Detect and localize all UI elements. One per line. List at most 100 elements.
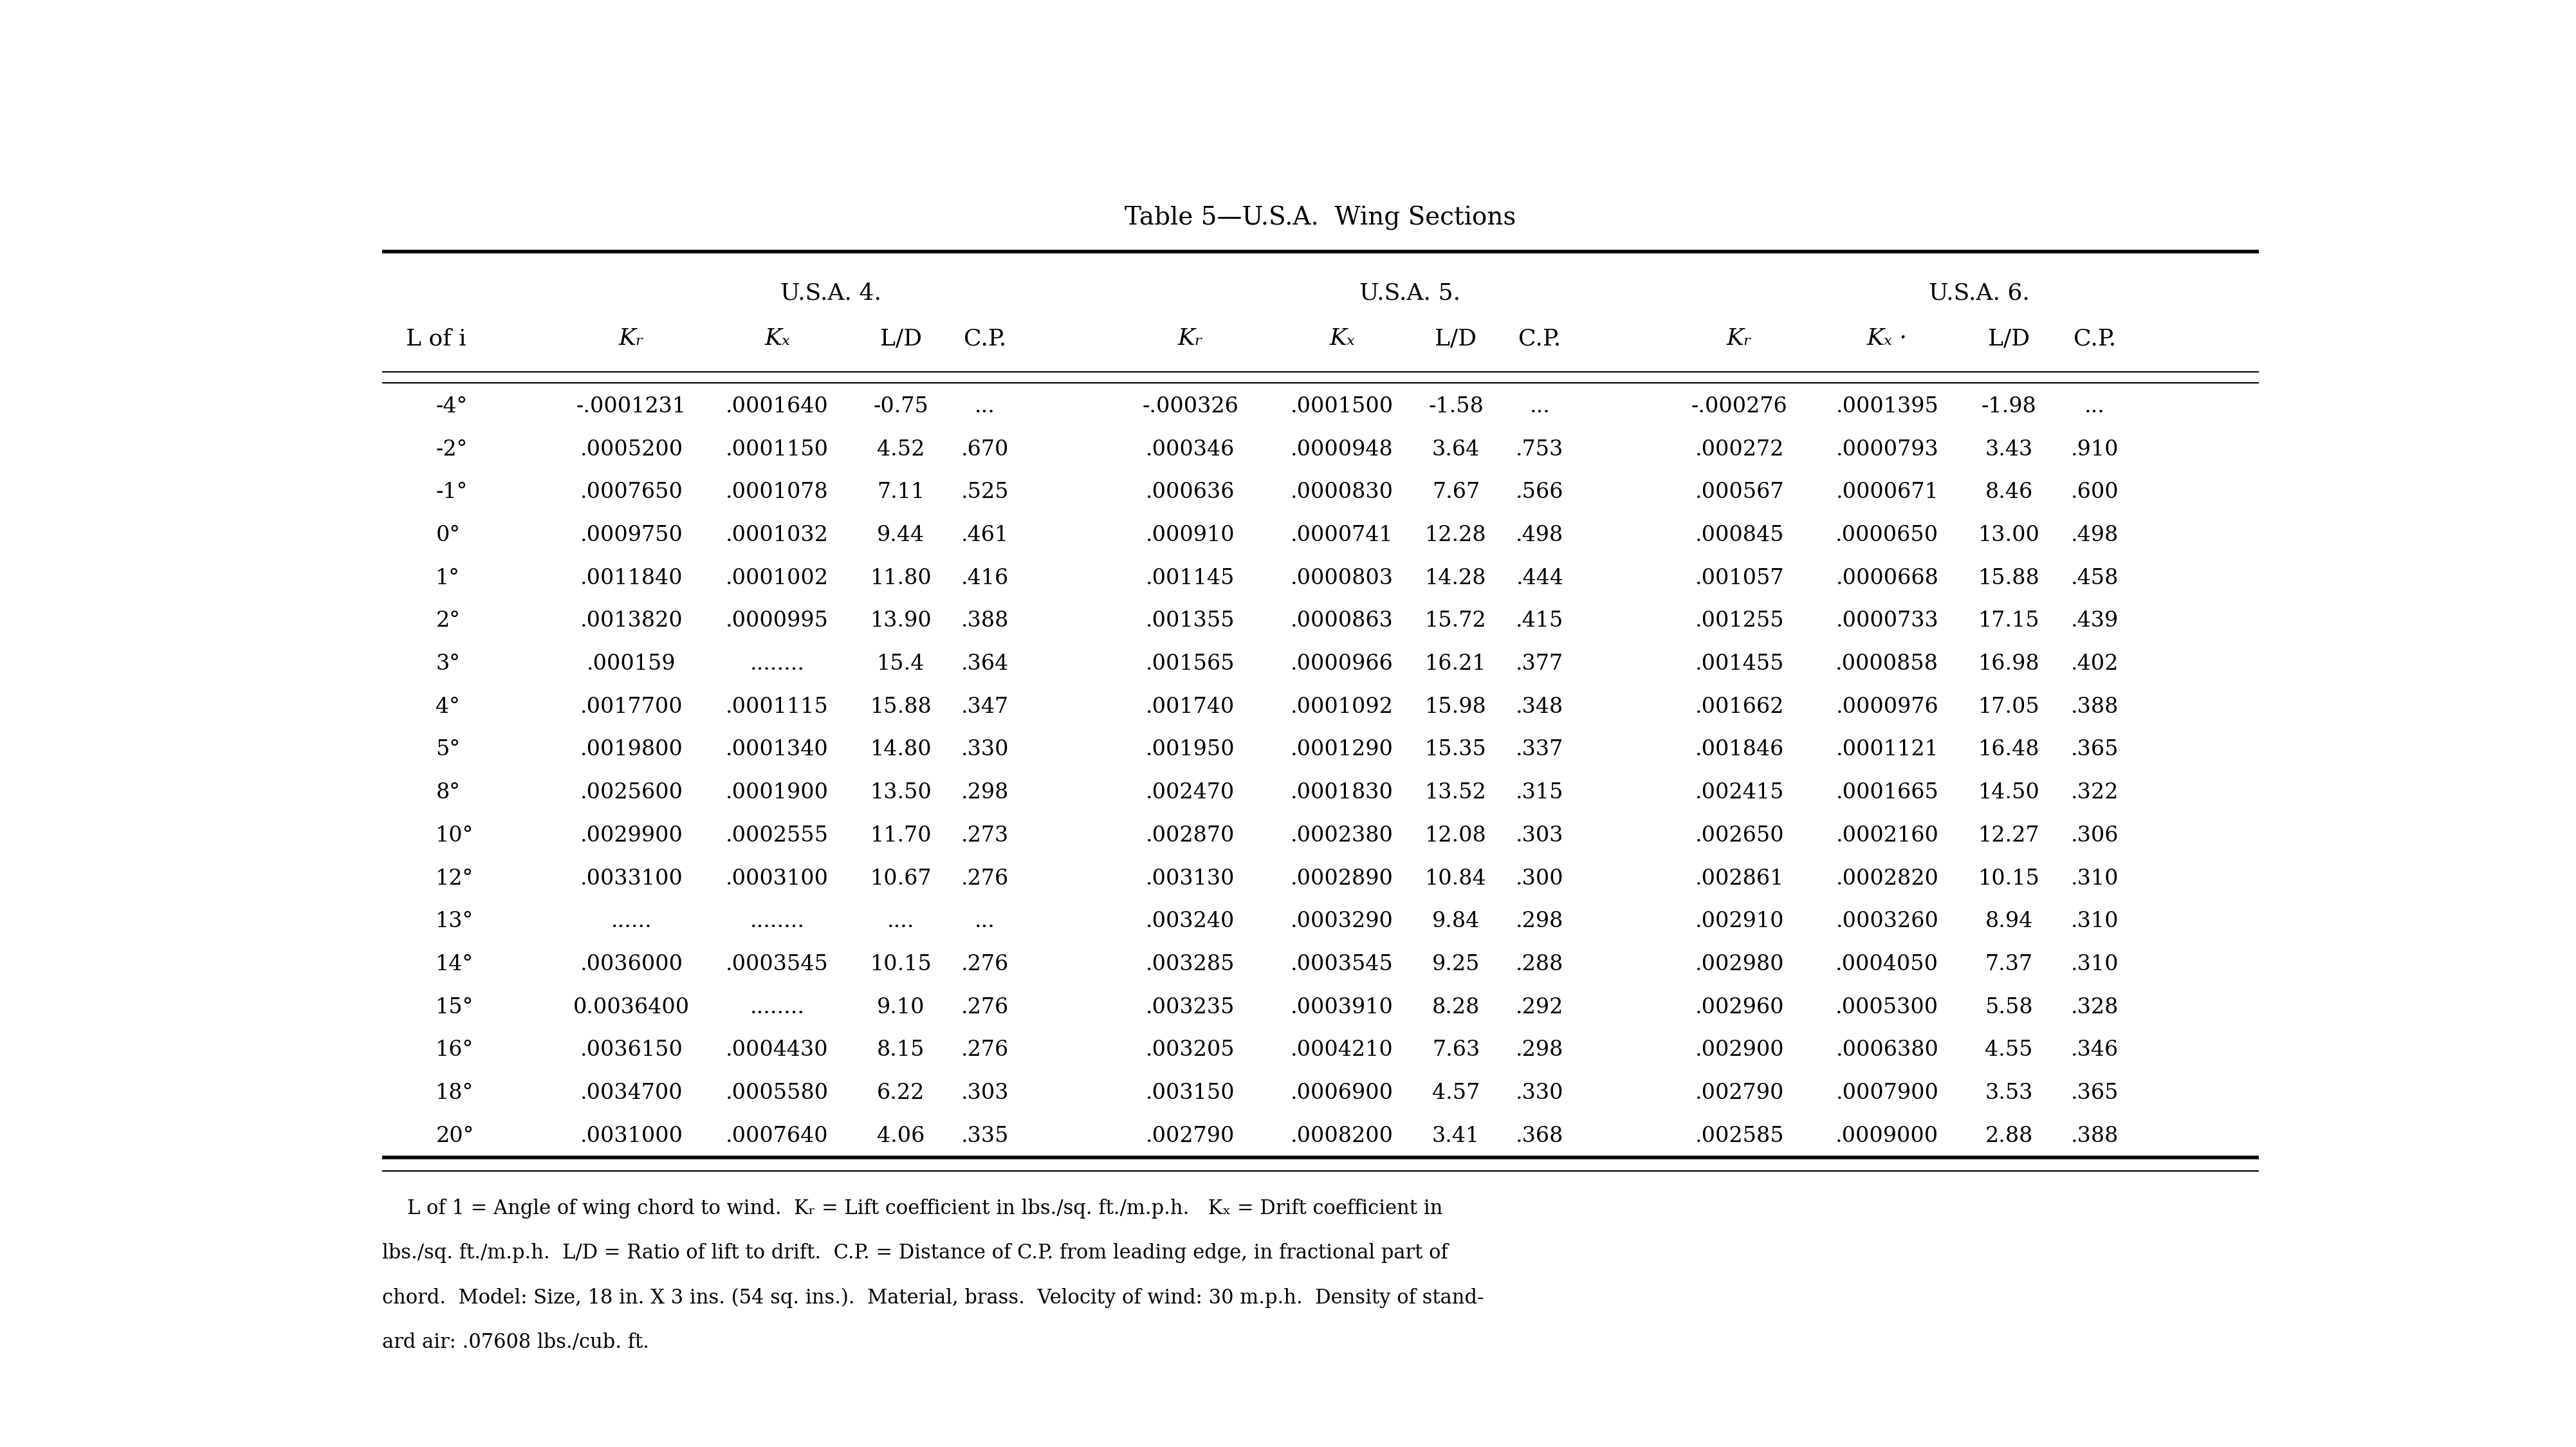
- Text: ......: ......: [611, 912, 652, 932]
- Text: -0.75: -0.75: [873, 396, 927, 417]
- Text: .388: .388: [961, 611, 1010, 631]
- Text: -4°: -4°: [435, 396, 466, 417]
- Text: 14.50: 14.50: [1978, 783, 2040, 803]
- Text: .0000863: .0000863: [1291, 611, 1394, 631]
- Text: 15.98: 15.98: [1425, 696, 1486, 718]
- Text: .002585: .002585: [1695, 1126, 1785, 1146]
- Text: 5.58: 5.58: [1986, 997, 2032, 1017]
- Text: ard air: .07608 lbs./cub. ft.: ard air: .07608 lbs./cub. ft.: [381, 1333, 649, 1353]
- Text: .001145: .001145: [1146, 569, 1234, 589]
- Text: .315: .315: [1515, 783, 1564, 803]
- Text: .0001640: .0001640: [726, 396, 829, 417]
- Text: .276: .276: [961, 997, 1010, 1017]
- Text: .0019800: .0019800: [580, 739, 683, 760]
- Text: 13°: 13°: [435, 912, 474, 932]
- Text: .0002160: .0002160: [1837, 825, 1940, 846]
- Text: 13.90: 13.90: [871, 611, 933, 631]
- Text: .300: .300: [1515, 868, 1564, 888]
- Text: .330: .330: [961, 739, 1010, 760]
- Text: .0001121: .0001121: [1837, 739, 1940, 760]
- Text: 1°: 1°: [435, 569, 461, 589]
- Text: 13.50: 13.50: [871, 783, 933, 803]
- Text: .335: .335: [961, 1126, 1010, 1146]
- Text: .0000733: .0000733: [1837, 611, 1940, 631]
- Text: ...: ...: [2084, 396, 2105, 417]
- Text: 7.63: 7.63: [1432, 1040, 1479, 1061]
- Text: .0001395: .0001395: [1837, 396, 1940, 417]
- Text: 15.35: 15.35: [1425, 739, 1486, 760]
- Text: .0002555: .0002555: [726, 825, 829, 846]
- Text: .0008200: .0008200: [1291, 1126, 1394, 1146]
- Text: chord.  Model: Size, 18 in. X 3 ins. (54 sq. ins.).  Material, brass.  Velocity : chord. Model: Size, 18 in. X 3 ins. (54 …: [381, 1288, 1484, 1308]
- Text: .0000858: .0000858: [1837, 654, 1940, 674]
- Text: .365: .365: [2071, 1082, 2120, 1103]
- Text: .0000966: .0000966: [1291, 654, 1394, 674]
- Text: .910: .910: [2071, 440, 2120, 460]
- Text: .000567: .000567: [1695, 482, 1785, 502]
- Text: .000272: .000272: [1695, 440, 1785, 460]
- Text: .0001002: .0001002: [726, 569, 829, 589]
- Text: .0002890: .0002890: [1291, 868, 1394, 888]
- Text: .0001092: .0001092: [1291, 696, 1394, 718]
- Text: .337: .337: [1515, 739, 1564, 760]
- Text: .0000948: .0000948: [1291, 440, 1394, 460]
- Text: .0025600: .0025600: [580, 783, 683, 803]
- Text: 10.15: 10.15: [1978, 868, 2040, 888]
- Text: 5°: 5°: [435, 739, 461, 760]
- Text: Kₓ ·: Kₓ ·: [1868, 327, 1906, 350]
- Text: 9.84: 9.84: [1432, 912, 1479, 932]
- Text: .003240: .003240: [1146, 912, 1234, 932]
- Text: .002861: .002861: [1695, 868, 1785, 888]
- Text: 11.80: 11.80: [871, 569, 933, 589]
- Text: Table 5—U.S.A.  Wing Sections: Table 5—U.S.A. Wing Sections: [1126, 205, 1515, 230]
- Text: 0°: 0°: [435, 525, 461, 546]
- Text: .001255: .001255: [1695, 611, 1785, 631]
- Text: 15.88: 15.88: [1978, 569, 2040, 589]
- Text: .0034700: .0034700: [580, 1082, 683, 1103]
- Text: .003205: .003205: [1146, 1040, 1234, 1061]
- Text: ...: ...: [1530, 396, 1551, 417]
- Text: .364: .364: [961, 654, 1010, 674]
- Text: 3°: 3°: [435, 654, 461, 674]
- Text: 7.67: 7.67: [1432, 482, 1479, 502]
- Text: L of 1 = Angle of wing chord to wind.  Kᵣ = Lift coefficient in lbs./sq. ft./m.p: L of 1 = Angle of wing chord to wind. Kᵣ…: [381, 1198, 1443, 1218]
- Text: Kₓ: Kₓ: [1329, 327, 1355, 350]
- Text: .0000976: .0000976: [1837, 696, 1940, 718]
- Text: .0001150: .0001150: [726, 440, 829, 460]
- Text: .298: .298: [961, 783, 1010, 803]
- Text: .0000793: .0000793: [1837, 440, 1940, 460]
- Text: 14°: 14°: [435, 954, 474, 975]
- Text: 7.37: 7.37: [1986, 954, 2032, 975]
- Text: .0005580: .0005580: [726, 1082, 829, 1103]
- Text: -.0001231: -.0001231: [577, 396, 685, 417]
- Text: .298: .298: [1515, 912, 1564, 932]
- Text: .525: .525: [961, 482, 1010, 502]
- Text: 16.98: 16.98: [1978, 654, 2040, 674]
- Text: 13.52: 13.52: [1425, 783, 1486, 803]
- Text: C.P.: C.P.: [1517, 327, 1561, 350]
- Text: 17.15: 17.15: [1978, 611, 2040, 631]
- Text: .0003910: .0003910: [1291, 997, 1394, 1017]
- Text: .0004050: .0004050: [1837, 954, 1940, 975]
- Text: .001950: .001950: [1146, 739, 1234, 760]
- Text: .303: .303: [961, 1082, 1010, 1103]
- Text: 2.88: 2.88: [1986, 1126, 2032, 1146]
- Text: .0036150: .0036150: [580, 1040, 683, 1061]
- Text: -1.98: -1.98: [1981, 396, 2038, 417]
- Text: 14.28: 14.28: [1425, 569, 1486, 589]
- Text: ...: ...: [974, 912, 994, 932]
- Text: 9.10: 9.10: [876, 997, 925, 1017]
- Text: 8°: 8°: [435, 783, 461, 803]
- Text: .388: .388: [2071, 1126, 2117, 1146]
- Text: .402: .402: [2071, 654, 2117, 674]
- Text: -1°: -1°: [435, 482, 466, 502]
- Text: .439: .439: [2071, 611, 2117, 631]
- Text: 4.52: 4.52: [876, 440, 925, 460]
- Text: .001455: .001455: [1695, 654, 1785, 674]
- Text: .002415: .002415: [1695, 783, 1785, 803]
- Text: 6.22: 6.22: [876, 1082, 925, 1103]
- Text: 8.94: 8.94: [1986, 912, 2032, 932]
- Text: .003285: .003285: [1146, 954, 1234, 975]
- Text: 15.88: 15.88: [871, 696, 933, 718]
- Text: 2°: 2°: [435, 611, 461, 631]
